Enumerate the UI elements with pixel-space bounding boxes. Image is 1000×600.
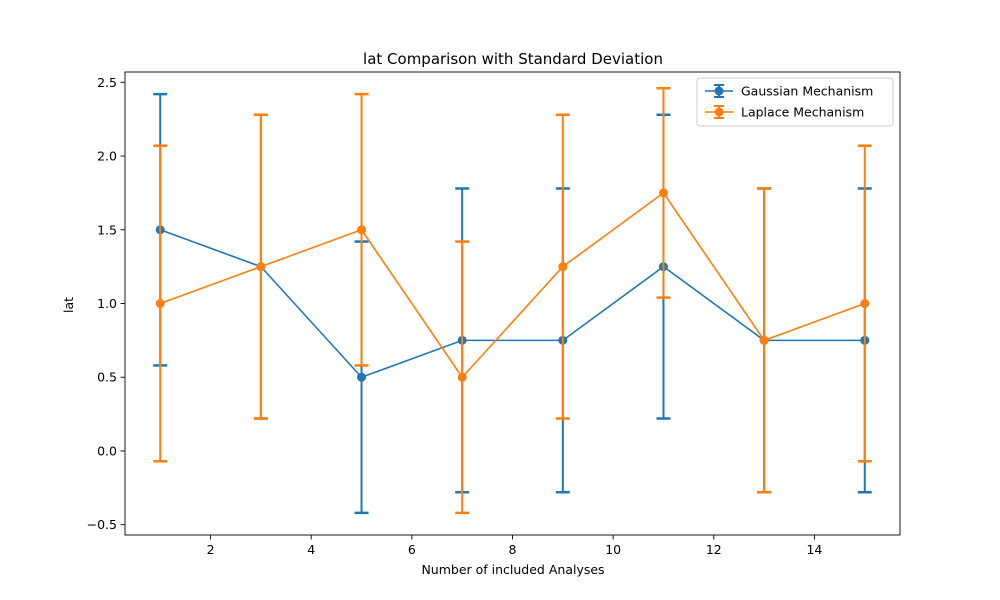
- y-tick-label: 2.5: [97, 75, 117, 90]
- y-tick-label: 2.0: [97, 149, 117, 164]
- legend-label: Gaussian Mechanism: [741, 84, 873, 99]
- legend-item-2: Laplace Mechanism: [705, 105, 864, 120]
- x-tick-label: 8: [509, 542, 517, 557]
- axes-frame: [124, 71, 901, 536]
- data-point: [357, 225, 367, 235]
- x-axis-label: Number of included Analyses: [421, 562, 604, 577]
- series-line: [159, 191, 866, 379]
- series-2: [153, 86, 872, 515]
- data-point: [558, 262, 568, 272]
- x-tick-label: 12: [706, 542, 722, 557]
- x-tick-label: 2: [207, 542, 215, 557]
- axes: 2 4 6 8 10 12 14 −0.5 0.0 0.5 1.0 1.5 2.0 2.5: [87, 71, 901, 557]
- legend: Gaussian Mechanism Laplace Mechanism: [696, 77, 894, 127]
- y-tick-label: 1.0: [97, 296, 117, 311]
- y-axis-label: lat: [61, 297, 76, 313]
- data-point: [155, 299, 165, 308]
- plot-area: [153, 86, 872, 515]
- series-line: [159, 229, 865, 379]
- data-point: [256, 262, 266, 272]
- data-point: [860, 299, 870, 308]
- legend-marker: [714, 86, 724, 96]
- y-tick-label: 0.5: [97, 370, 117, 385]
- x-tick-label: 4: [307, 542, 315, 557]
- data-point: [658, 188, 668, 198]
- legend-item-1: Gaussian Mechanism: [705, 84, 873, 99]
- data-point: [457, 372, 467, 382]
- y-tick-label: 1.5: [97, 222, 117, 237]
- legend-label: Laplace Mechanism: [741, 105, 864, 120]
- x-tick-label: 14: [806, 542, 822, 557]
- legend-marker: [714, 107, 724, 117]
- y-tick-label: −0.5: [87, 517, 117, 532]
- y-tick-label: 0.0: [97, 443, 117, 458]
- x-tick-label: 10: [605, 542, 621, 557]
- legend-box: [696, 77, 894, 127]
- data-point: [357, 372, 367, 382]
- chart-title: lat Comparison with Standard Deviation: [363, 50, 663, 68]
- x-tick-label: 6: [408, 542, 416, 557]
- data-point: [759, 335, 769, 345]
